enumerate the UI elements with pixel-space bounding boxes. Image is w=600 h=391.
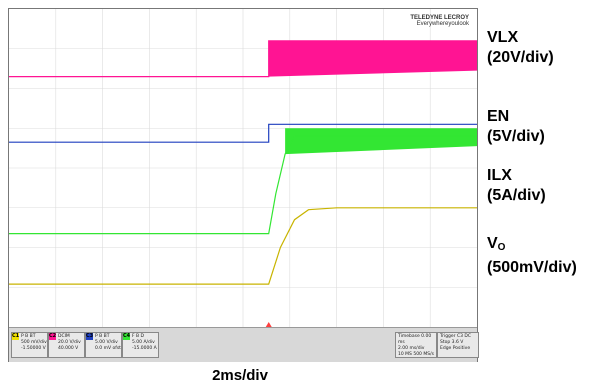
vlx-name: VLX bbox=[487, 29, 519, 46]
oscilloscope-screen: TELEDYNE LECROY Everywhereyoulook C1 P B … bbox=[8, 8, 479, 362]
trigger-settings: Trigger C3 DC Stop 3.6 V Edge Positive bbox=[440, 334, 471, 352]
channel-setting-line: 20.0 V/div bbox=[58, 340, 81, 345]
trigger-box[interactable]: Trigger C3 DC Stop 3.6 V Edge Positive bbox=[437, 332, 479, 358]
channel-number: C4 bbox=[123, 333, 131, 340]
channel-settings: P B BT 5.00 V/div 0.0 mV ofst bbox=[95, 334, 121, 352]
trigger-line: Trigger C3 DC bbox=[440, 334, 471, 339]
channel-setting-line: 500 mV/div bbox=[21, 340, 47, 345]
vo-name-row: VO bbox=[487, 234, 577, 258]
logo-tagline: Everywhereyoulook bbox=[416, 21, 469, 27]
channel-setting-line: -15.0000 A bbox=[132, 346, 157, 351]
vlx-trace bbox=[9, 40, 477, 78]
en-label: EN (5V/div) bbox=[487, 107, 545, 147]
ilx-label: ILX (5A/div) bbox=[487, 166, 546, 206]
vo-name: V bbox=[487, 235, 498, 252]
vlx-label: VLX (20V/div) bbox=[487, 28, 554, 68]
vo-label: VO (500mV/div) bbox=[487, 234, 577, 278]
channel-setting-line: -1.50000 V bbox=[21, 346, 46, 351]
channel-setting-line: 40.000 V bbox=[58, 346, 79, 351]
timebase-line: 2.00 ms/div bbox=[398, 346, 425, 351]
channel-box-c1[interactable]: C1 P B BT 500 mV/div -1.50000 V bbox=[11, 332, 48, 358]
ilx-name: ILX bbox=[487, 167, 512, 184]
channel-number: C3 bbox=[86, 333, 94, 340]
channel-box-c3[interactable]: C3 P B BT 5.00 V/div 0.0 mV ofst bbox=[85, 332, 122, 358]
en-scale: (5V/div) bbox=[487, 128, 545, 145]
channel-setting-line: P B BT bbox=[21, 334, 36, 339]
channel-box-c2[interactable]: C2 DCIM 20.0 V/div 40.000 V bbox=[48, 332, 85, 358]
vo-scale: (500mV/div) bbox=[487, 259, 577, 276]
ilx-switching-band bbox=[285, 128, 477, 155]
channel-settings: DCIM 20.0 V/div 40.000 V bbox=[58, 334, 81, 352]
trigger-line: Stop 3.6 V bbox=[440, 340, 464, 345]
vlx-switching-band bbox=[268, 40, 477, 77]
channel-settings: P B BT 500 mV/div -1.50000 V bbox=[21, 334, 47, 352]
vo-trace bbox=[9, 207, 477, 285]
trigger-marker bbox=[265, 322, 272, 327]
channel-setting-line: 0.0 mV ofst bbox=[95, 346, 121, 351]
en-trace bbox=[9, 123, 477, 143]
logo-brand: TELEDYNE LECROY bbox=[410, 15, 469, 21]
vlx-scale: (20V/div) bbox=[487, 49, 554, 66]
channel-setting-line: 5.00 A/div bbox=[132, 340, 155, 345]
channel-number: C2 bbox=[49, 333, 57, 340]
timebase-line: Timebase 0.00 ms bbox=[398, 334, 432, 345]
channel-setting-line: DCIM bbox=[58, 334, 70, 339]
timebase-box[interactable]: Timebase 0.00 ms 2.00 ms/div 10 MS 500 MS/… bbox=[395, 332, 437, 358]
status-bar: C1 P B BT 500 mV/div -1.50000 V C2 DCIM 20.0 V… bbox=[9, 327, 479, 362]
channel-setting-line: P B BT bbox=[95, 334, 110, 339]
trigger-line: Edge Positive bbox=[440, 346, 471, 351]
ilx-scale: (5A/div) bbox=[487, 187, 546, 204]
channel-box-c4[interactable]: C4 F B D 5.00 A/div -15.0000 A bbox=[122, 332, 159, 358]
x-axis-label: 2ms/div bbox=[212, 367, 268, 384]
teledyne-logo: TELEDYNE LECROY Everywhereyoulook bbox=[410, 15, 469, 27]
timebase-settings: Timebase 0.00 ms 2.00 ms/div 10 MS 500 MS/… bbox=[398, 334, 436, 358]
channel-setting-line: F B D bbox=[132, 334, 145, 339]
ilx-trace bbox=[9, 135, 477, 235]
channel-setting-line: 5.00 V/div bbox=[95, 340, 118, 345]
channel-settings: F B D 5.00 A/div -15.0000 A bbox=[132, 334, 157, 352]
timebase-line: 10 MS 500 MS/s bbox=[398, 352, 434, 357]
vo-subscript: O bbox=[497, 242, 506, 253]
channel-number: C1 bbox=[12, 333, 20, 340]
waveform-plot bbox=[9, 9, 477, 327]
en-name: EN bbox=[487, 108, 510, 125]
